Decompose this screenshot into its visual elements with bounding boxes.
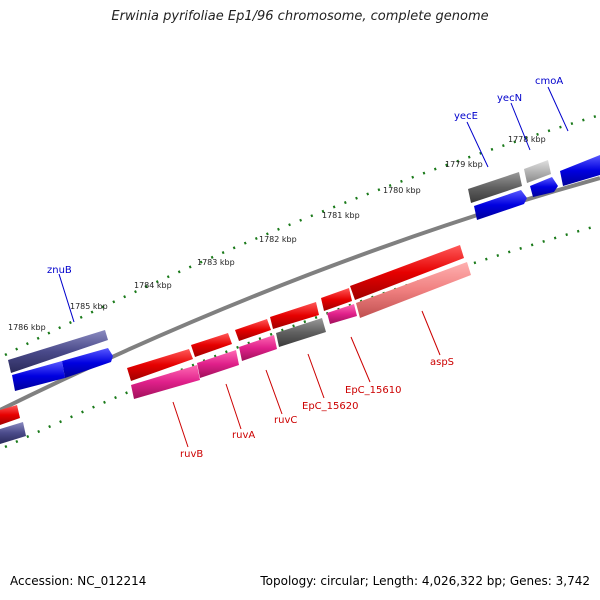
scale-label-1780: 1780 kbp: [383, 186, 421, 195]
label-EpC_15610: EpC_15610: [345, 385, 401, 396]
label-leaders: [58, 86, 569, 448]
gene-left-edge-upper[interactable]: [0, 405, 20, 425]
map-title: Erwinia pyrifoliae Ep1/96 chromosome, co…: [111, 9, 489, 24]
label-ruvB: ruvB: [180, 449, 203, 460]
gene-yecN-upper[interactable]: [524, 160, 551, 183]
gene-ruvB-upper[interactable]: [127, 349, 193, 381]
label-ruvA: ruvA: [232, 430, 255, 441]
scale-label-1782: 1782 kbp: [259, 235, 297, 244]
scale-label-1785: 1785 kbp: [70, 302, 108, 311]
gene-ruvA-lower[interactable]: [197, 350, 239, 378]
gene-znuB[interactable]: [8, 330, 108, 373]
leader-ruvB: [172, 401, 189, 448]
label-ruvC: ruvC: [274, 415, 297, 426]
gene-znuC-right[interactable]: [62, 348, 113, 378]
label-znuB: znuB: [47, 265, 72, 276]
gene-yecE-lower[interactable]: [474, 190, 527, 220]
gene-yecN-lower[interactable]: [530, 177, 558, 197]
scale-label-1778: 1778 kbp: [508, 135, 546, 144]
gene-ruvC-upper[interactable]: [235, 319, 271, 341]
label-EpC_15620: EpC_15620: [302, 401, 358, 412]
gene-znuC-left[interactable]: [12, 361, 65, 391]
forward-genes: [8, 155, 600, 391]
gene-aspS-upper[interactable]: [350, 245, 464, 300]
gene-EpC_15610-lower[interactable]: [327, 304, 357, 324]
gene-cmoA[interactable]: [560, 155, 600, 186]
gene-labels: znuB yecE yecN cmoA ruvB ruvA ruvC EpC_1…: [47, 76, 563, 460]
leader-cmoA: [547, 86, 569, 132]
chromosome-backbone: [0, 176, 600, 412]
label-aspS: aspS: [430, 357, 454, 368]
scale-label-1783: 1783 kbp: [197, 258, 235, 267]
gene-ruvB-lower[interactable]: [131, 365, 200, 399]
gene-yecE-upper[interactable]: [468, 172, 522, 203]
topology-summary: Topology: circular; Length: 4,026,322 bp…: [260, 574, 590, 588]
scale-label-1784: 1784 kbp: [134, 281, 172, 290]
leader-yecE: [466, 121, 489, 168]
leader-EpC_15610: [350, 336, 371, 383]
gene-ruvA-upper[interactable]: [191, 333, 232, 357]
leader-ruvA: [225, 383, 242, 430]
gene-EpC_15610-upper[interactable]: [321, 288, 352, 311]
scale-label-1786: 1786 kbp: [8, 323, 46, 332]
leader-yecN: [510, 102, 531, 151]
gene-ruvC-lower[interactable]: [239, 335, 277, 361]
leader-znuB: [58, 273, 75, 323]
leader-aspS: [421, 310, 441, 356]
gene-EpC_15620-lower[interactable]: [276, 318, 326, 347]
label-cmoA: cmoA: [535, 76, 563, 87]
scale-label-1781: 1781 kbp: [322, 211, 360, 220]
leader-EpC_15620: [307, 353, 325, 399]
label-yecE: yecE: [454, 111, 478, 122]
scale-label-1779: 1779 kbp: [445, 160, 483, 169]
gene-EpC_15620-upper[interactable]: [270, 302, 319, 329]
label-yecN: yecN: [497, 93, 522, 104]
gene-aspS-lower[interactable]: [356, 262, 471, 318]
accession-text: Accession: NC_012214: [10, 574, 147, 588]
outer-tick-track: [4, 113, 600, 357]
scale-labels: 1786 kbp 1785 kbp 1784 kbp 1783 kbp 1782…: [8, 135, 546, 332]
gene-left-edge-lower[interactable]: [0, 422, 26, 444]
reverse-genes: [0, 245, 471, 444]
leader-ruvC: [265, 369, 283, 415]
